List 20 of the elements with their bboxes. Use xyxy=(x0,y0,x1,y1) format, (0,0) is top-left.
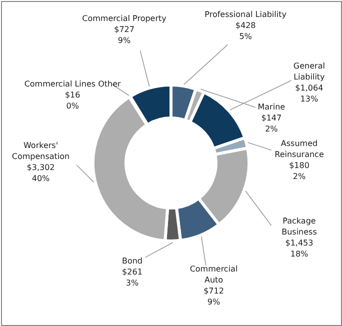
data-label: $712 9% xyxy=(204,286,224,306)
slice-label: Commercial Property xyxy=(82,14,167,23)
data-label: $1,064 13% xyxy=(295,84,324,104)
data-label: $261 3% xyxy=(122,267,142,288)
slice-label: Commercial Auto xyxy=(190,264,238,284)
slice-label: Marine xyxy=(258,102,286,112)
slice-label: Workers' Compensation xyxy=(12,141,70,162)
data-label: $147 2% xyxy=(261,113,282,134)
slice-label: Bond xyxy=(122,256,142,266)
data-label: $727 9% xyxy=(114,24,134,45)
slice-label: Professional Liability xyxy=(204,10,287,19)
slice-label: General Liability xyxy=(293,62,326,82)
slice-label: Assumed Reinsurance xyxy=(274,139,324,160)
data-label: $16 0% xyxy=(64,90,80,111)
slice-label: Package Business xyxy=(282,216,317,237)
data-label: $1,453 18% xyxy=(285,238,314,259)
slice-label: Commercial Lines Other xyxy=(24,80,122,89)
data-label: $180 2% xyxy=(289,161,310,182)
data-label: $3,302 40% xyxy=(26,163,55,184)
data-label: $428 5% xyxy=(235,20,256,41)
